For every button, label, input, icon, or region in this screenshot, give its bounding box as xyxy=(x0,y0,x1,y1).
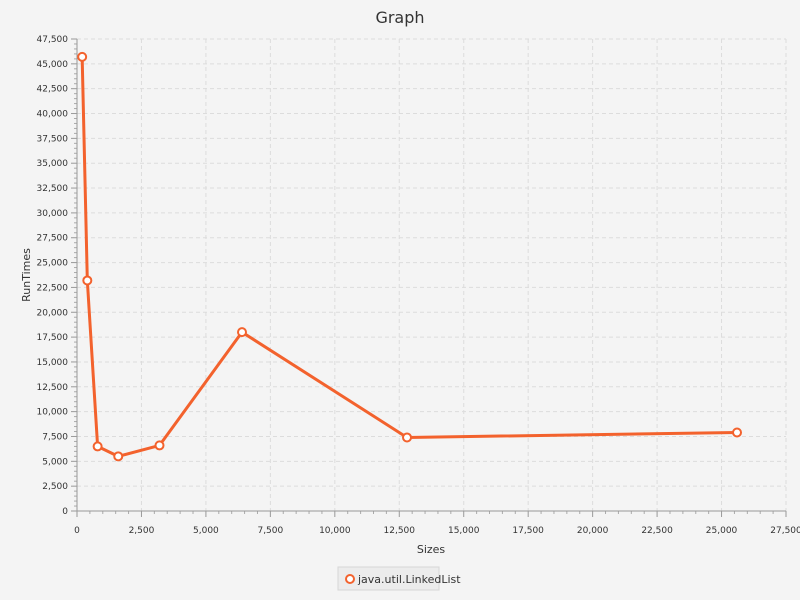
legend: java.util.LinkedList xyxy=(337,566,461,591)
x-tick-label: 10,000 xyxy=(319,526,351,536)
y-tick-label: 7,500 xyxy=(42,432,68,442)
legend-label: java.util.LinkedList xyxy=(357,573,461,586)
x-tick-label: 5,000 xyxy=(193,526,219,536)
x-tick-label: 17,500 xyxy=(512,526,544,536)
y-tick-label: 12,500 xyxy=(37,383,69,393)
data-point xyxy=(82,275,93,286)
x-axis-label: Sizes xyxy=(417,543,446,556)
x-tick-label: 20,000 xyxy=(577,526,609,536)
y-tick-label: 0 xyxy=(62,507,68,517)
x-tick-label: 27,500 xyxy=(770,526,800,536)
data-point xyxy=(402,432,413,443)
data-point xyxy=(92,441,103,452)
legend-box xyxy=(337,566,440,591)
y-tick-label: 22,500 xyxy=(37,283,69,293)
plot-area xyxy=(77,39,786,511)
y-tick-label: 2,500 xyxy=(42,482,68,492)
y-tick-label: 25,000 xyxy=(37,259,69,269)
y-tick-label: 27,500 xyxy=(37,234,69,244)
legend-marker xyxy=(345,574,355,584)
y-tick-label: 30,000 xyxy=(37,209,69,219)
x-tick-label: 2,500 xyxy=(129,526,155,536)
y-axis-label: RunTimes xyxy=(20,248,33,302)
y-tick-label: 10,000 xyxy=(37,408,69,418)
x-tick-label: 0 xyxy=(74,526,80,536)
y-tick-label: 17,500 xyxy=(37,333,69,343)
series-layer xyxy=(77,51,743,462)
y-tick-label: 40,000 xyxy=(37,110,69,120)
y-tick-label: 5,000 xyxy=(42,457,68,467)
data-point xyxy=(732,427,743,438)
grid-lines xyxy=(77,38,787,511)
series-line xyxy=(80,56,738,458)
y-tick-label: 35,000 xyxy=(37,159,69,169)
x-tick-label: 7,500 xyxy=(257,526,283,536)
chart-title: Graph xyxy=(375,8,424,27)
x-tick-label: 22,500 xyxy=(641,526,673,536)
y-tick-label: 15,000 xyxy=(37,358,69,368)
data-point xyxy=(237,327,248,338)
y-tick-label: 47,500 xyxy=(37,35,69,45)
y-tick-label: 20,000 xyxy=(37,308,69,318)
axes: 0 2,500 5,000 7,500 10,000 12,500 15,000 17,500… xyxy=(37,35,800,536)
y-tick-label: 42,500 xyxy=(37,85,69,95)
x-tick-label: 25,000 xyxy=(706,526,738,536)
x-tick-label: 15,000 xyxy=(448,526,480,536)
data-point xyxy=(154,440,165,451)
x-tick-label: 12,500 xyxy=(384,526,416,536)
y-tick-label: 32,500 xyxy=(37,184,69,194)
data-point xyxy=(77,51,88,62)
y-tick-label: 37,500 xyxy=(37,134,69,144)
y-tick-label: 45,000 xyxy=(37,60,69,70)
data-point xyxy=(113,451,124,462)
